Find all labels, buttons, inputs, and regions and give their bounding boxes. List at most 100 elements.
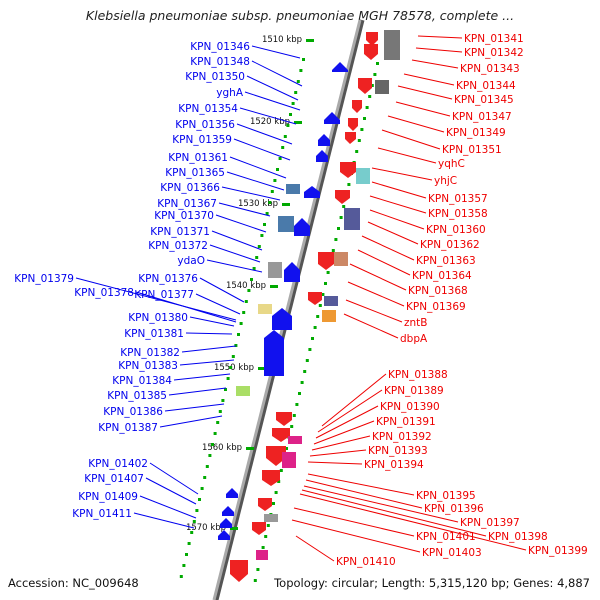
tick-dot	[313, 326, 317, 329]
gene-label[interactable]: KPN_01382	[120, 347, 180, 359]
gene-label[interactable]: KPN_01348	[190, 56, 250, 68]
gene-label[interactable]: KPN_01395	[416, 490, 476, 502]
gene-label[interactable]: dbpA	[400, 333, 428, 345]
tick-dot	[224, 388, 227, 391]
leader-line	[236, 123, 293, 145]
gene-label[interactable]: KPN_01381	[124, 328, 184, 340]
gene-label[interactable]: KPN_01390	[380, 401, 440, 413]
gene-label[interactable]: KPN_01396	[424, 503, 484, 515]
tick-dot	[289, 113, 292, 116]
gene-label[interactable]: KPN_01393	[368, 445, 428, 457]
feature-arrow	[364, 44, 378, 60]
feature-arrow	[352, 100, 362, 113]
gene-label[interactable]: KPN_01378	[74, 287, 134, 299]
gene-label[interactable]: KPN_01402	[88, 458, 148, 470]
gene-label[interactable]: KPN_01370	[154, 210, 214, 222]
tick-dot	[256, 568, 260, 571]
gene-label[interactable]: KPN_01399	[528, 545, 588, 557]
gene-label[interactable]: KPN_01368	[408, 285, 468, 297]
gene-label[interactable]: KPN_01383	[118, 360, 178, 372]
gene-label[interactable]: KPN_01388	[388, 369, 448, 381]
gene-label[interactable]: KPN_01363	[416, 255, 476, 267]
tick-dot	[285, 447, 288, 450]
gene-label[interactable]: KPN_01372	[148, 240, 208, 252]
tick-dot	[213, 432, 217, 435]
gene-label[interactable]: KPN_01342	[464, 47, 524, 59]
gene-label[interactable]: KPN_01365	[165, 167, 225, 179]
gene-label[interactable]: KPN_01359	[172, 134, 232, 146]
gene-label[interactable]: KPN_01347	[452, 111, 512, 123]
gene-label[interactable]: KPN_01394	[364, 459, 424, 471]
feature-block	[356, 168, 370, 184]
gene-label[interactable]: KPN_01369	[406, 301, 466, 313]
feature-arrow	[316, 150, 328, 162]
gene-label[interactable]: KPN_01384	[112, 375, 172, 387]
gene-label[interactable]: KPN_01389	[384, 385, 444, 397]
gene-label[interactable]: KPN_01350	[185, 71, 245, 83]
gene-label[interactable]: KPN_01356	[175, 119, 235, 131]
gene-label[interactable]: KPN_01410	[336, 556, 396, 568]
feature-block	[344, 208, 360, 230]
feature-block	[322, 310, 336, 322]
gene-label[interactable]: KPN_01357	[428, 193, 488, 205]
gene-label[interactable]: KPN_01379	[14, 273, 74, 285]
gene-label[interactable]: yhjC	[434, 175, 457, 187]
gene-label[interactable]: KPN_01403	[422, 547, 482, 559]
tick-dot	[265, 212, 269, 215]
gene-label[interactable]: KPN_01362	[420, 239, 480, 251]
gene-label[interactable]: KPN_01386	[103, 406, 163, 418]
leader-line	[369, 209, 425, 230]
leader-line	[246, 75, 299, 101]
gene-label[interactable]: KPN_01343	[460, 63, 520, 75]
tick-dot	[266, 524, 270, 527]
leader-line	[321, 373, 387, 427]
feature-arrow	[294, 218, 310, 236]
gene-label[interactable]: KPN_01387	[98, 422, 158, 434]
leader-line	[159, 415, 223, 428]
gene-label[interactable]: KPN_01364	[412, 270, 472, 282]
tick-dot	[229, 366, 233, 369]
gene-label[interactable]: KPN_01376	[138, 273, 198, 285]
gene-label[interactable]: KPN_01361	[168, 152, 228, 164]
gene-label[interactable]: KPN_01392	[372, 431, 432, 443]
gene-label[interactable]: KPN_01360	[426, 224, 486, 236]
gene-label[interactable]: yqhC	[438, 158, 465, 170]
gene-label[interactable]: KPN_01391	[376, 416, 436, 428]
gene-label[interactable]: KPN_01385	[107, 390, 167, 402]
gene-label[interactable]: KPN_01380	[128, 312, 188, 324]
leader-line	[229, 156, 287, 179]
tick-dot	[370, 84, 374, 87]
tick-dot	[279, 469, 283, 472]
right-gene-labels: KPN_01341 KPN_01342 KPN_01343 KPN_01344 KPN_…	[336, 33, 588, 568]
tick-dot	[298, 392, 301, 395]
tick-dot	[294, 91, 298, 94]
gene-label[interactable]: KPN_01367	[157, 198, 217, 210]
gene-label[interactable]: KPN_01407	[84, 473, 144, 485]
gene-label[interactable]: KPN_01349	[446, 127, 506, 139]
gene-label[interactable]: KPN_01354	[178, 103, 238, 115]
leader-line	[313, 420, 375, 445]
gene-label[interactable]: KPN_01346	[190, 41, 250, 53]
scale-tick	[294, 121, 302, 124]
leader-line	[305, 479, 423, 509]
tick-dot	[273, 179, 277, 182]
gene-label[interactable]: ydaO	[177, 255, 205, 267]
feature-block	[375, 80, 389, 94]
gene-label[interactable]: KPN_01351	[442, 144, 502, 156]
gene-label[interactable]: KPN_01341	[464, 33, 524, 45]
gene-label[interactable]: KPN_01377	[134, 289, 194, 301]
gene-label[interactable]: KPN_01401	[416, 531, 476, 543]
tick-dot	[218, 410, 222, 413]
gene-label[interactable]: KPN_01397	[460, 517, 520, 529]
gene-label[interactable]: KPN_01398	[488, 531, 548, 543]
gene-label[interactable]: KPN_01344	[456, 80, 516, 92]
gene-label[interactable]: zntB	[404, 317, 428, 329]
gene-label[interactable]: KPN_01411	[72, 508, 132, 520]
gene-label[interactable]: KPN_01345	[454, 94, 514, 106]
gene-label[interactable]: KPN_01358	[428, 208, 488, 220]
gene-label[interactable]: KPN_01409	[78, 491, 138, 503]
tick-dot	[311, 337, 314, 340]
gene-label[interactable]: KPN_01371	[150, 226, 210, 238]
gene-label[interactable]: KPN_01366	[160, 182, 220, 194]
gene-label[interactable]: yghA	[216, 87, 244, 99]
